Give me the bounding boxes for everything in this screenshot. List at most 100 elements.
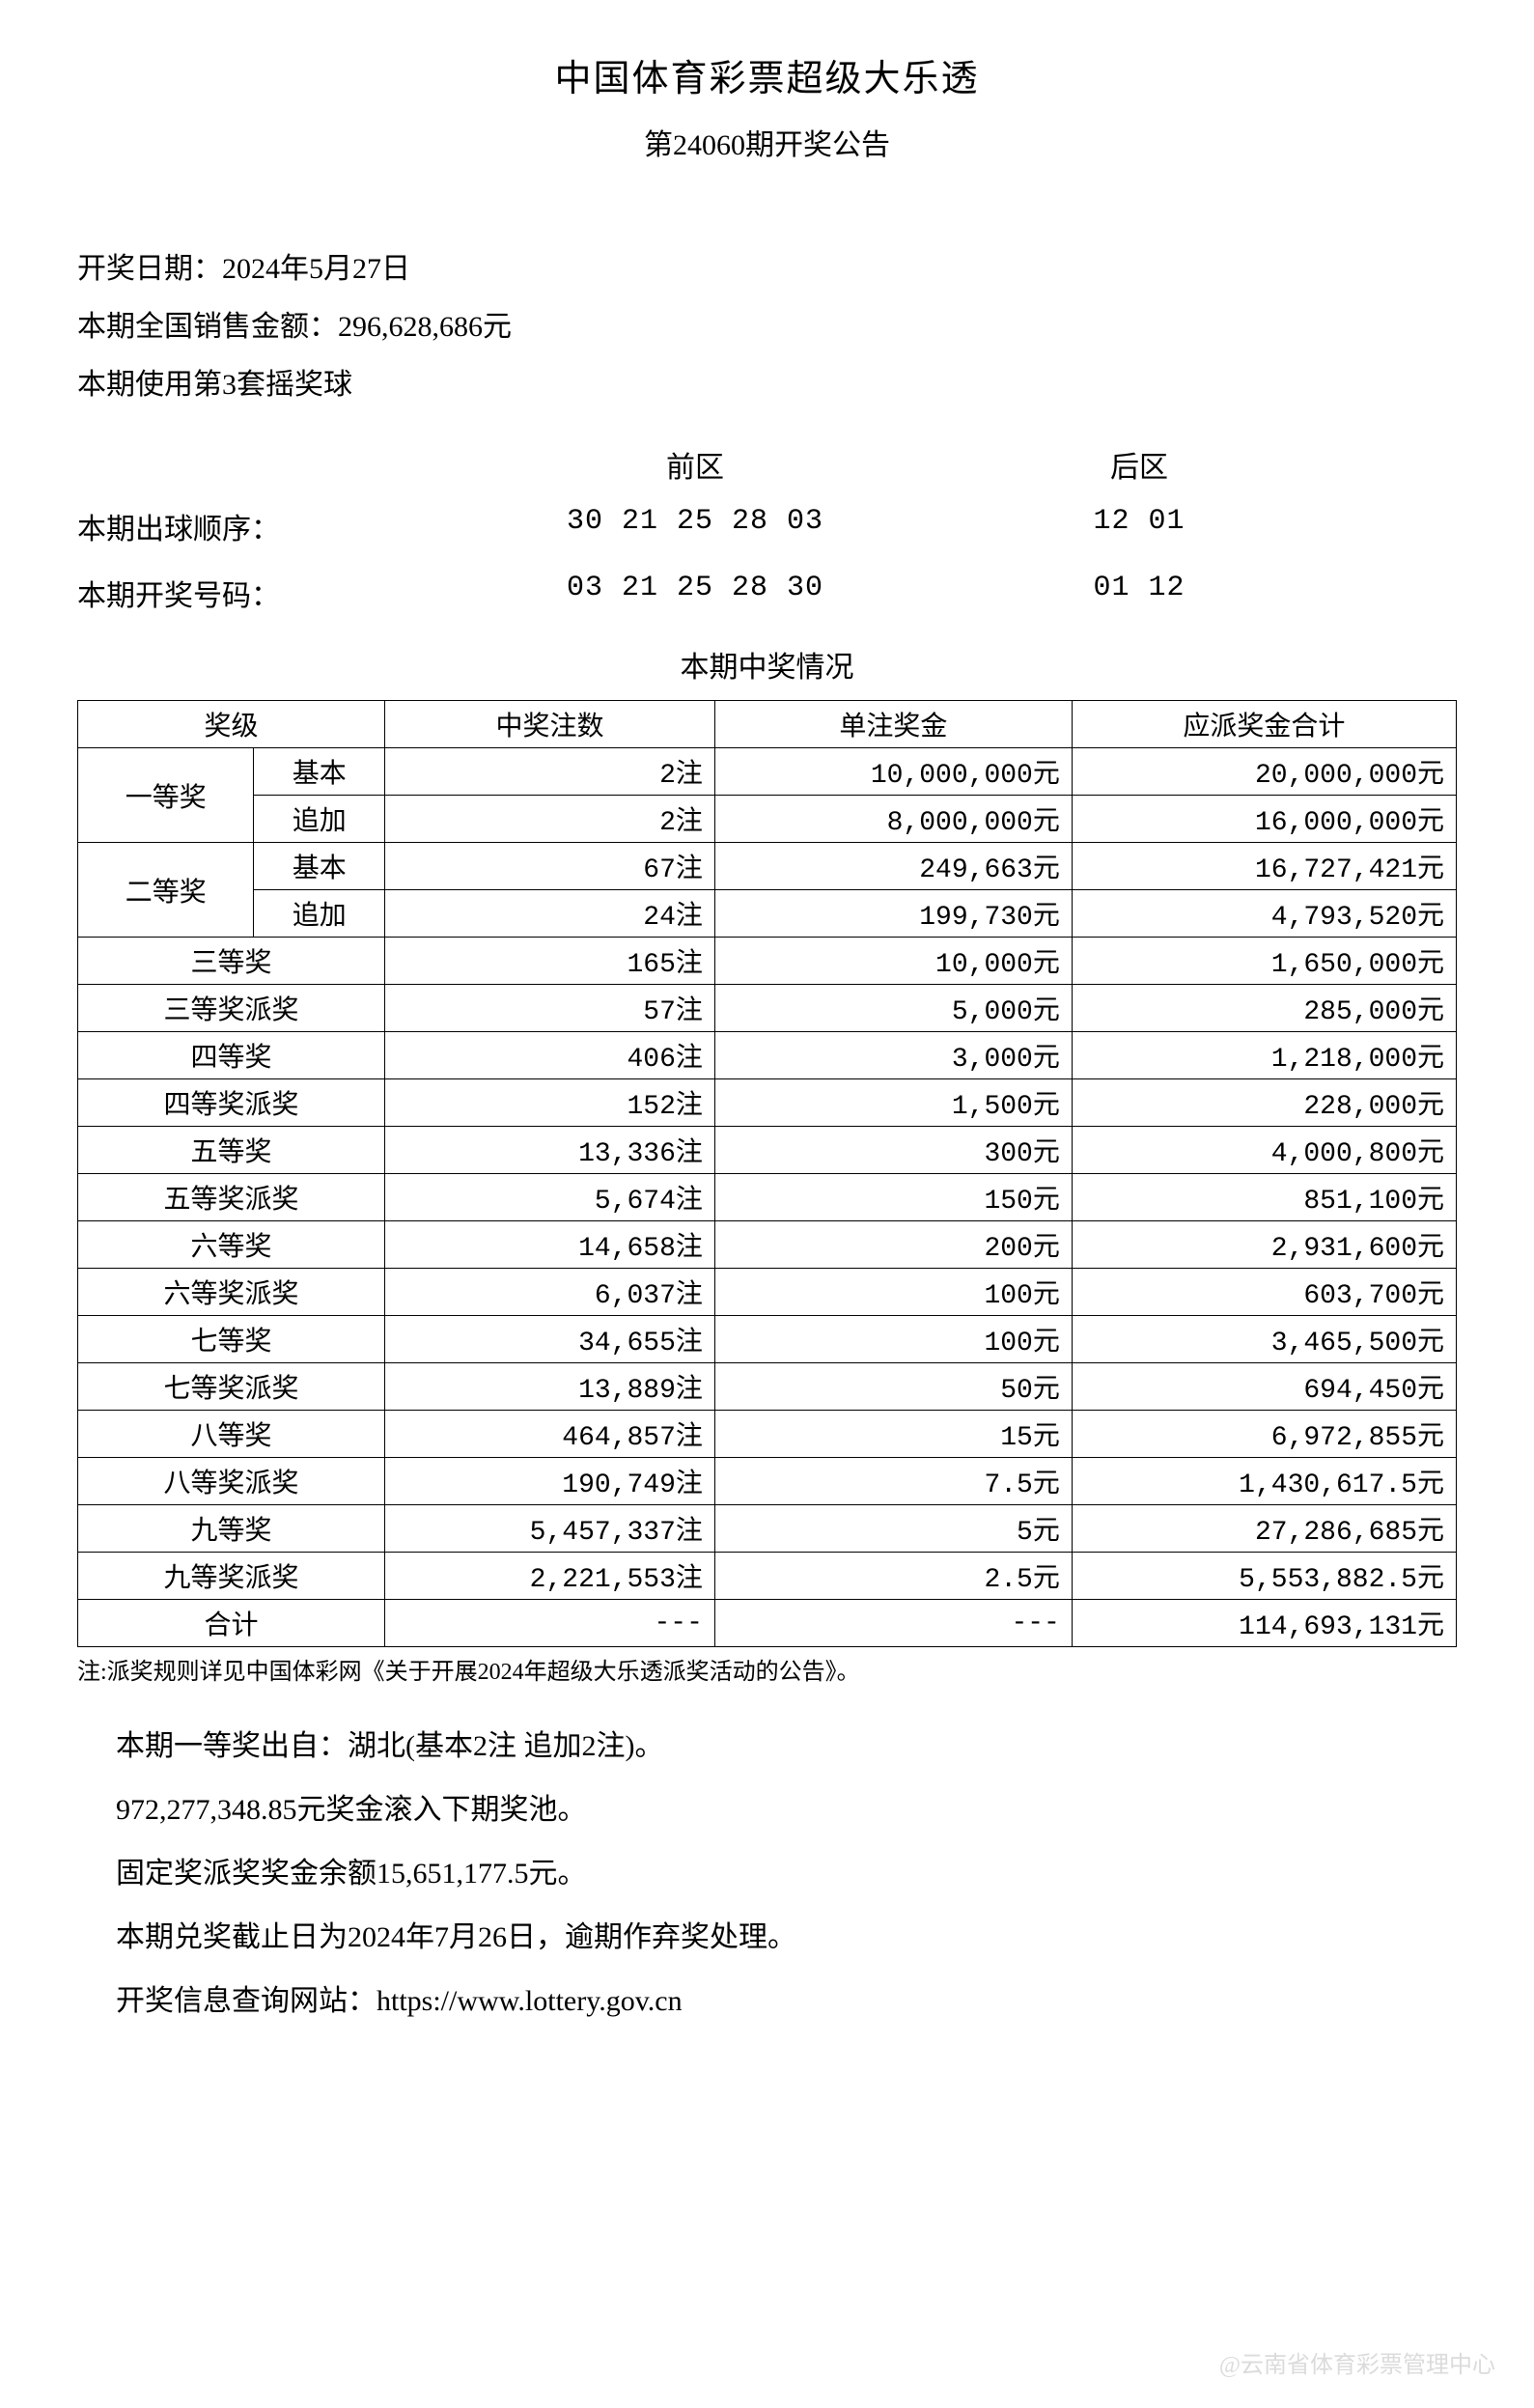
table-row: 五等奖13,336注300元4,000,800元 bbox=[78, 1127, 1457, 1174]
prize-table: 奖级 中奖注数 单注奖金 应派奖金合计 一等奖 基本 2注 10,000,000… bbox=[77, 700, 1457, 1647]
prize-total: 1,650,000元 bbox=[1072, 938, 1456, 985]
prize-level: 三等奖 bbox=[78, 938, 385, 985]
prize-total: 603,700元 bbox=[1072, 1269, 1456, 1316]
footer-line-4: 本期兑奖截止日为2024年7月26日，逾期作弃奖处理。 bbox=[116, 1906, 1457, 1970]
prize-per: 10,000元 bbox=[714, 938, 1072, 985]
table-row: 二等奖 基本 67注 249,663元 16,727,421元 bbox=[78, 843, 1457, 890]
header-count: 中奖注数 bbox=[385, 701, 715, 748]
winning-front: 03 21 25 28 30 bbox=[425, 572, 965, 614]
table-row: 七等奖34,655注100元3,465,500元 bbox=[78, 1316, 1457, 1363]
numbers-section: 前区 后区 本期出球顺序： 30 21 25 28 03 12 01 本期开奖号… bbox=[77, 443, 1457, 614]
draw-date-row: 开奖日期：2024年5月27日 bbox=[77, 240, 1457, 298]
footer-line-2: 972,277,348.85元奖金滚入下期奖池。 bbox=[116, 1778, 1457, 1842]
winning-back: 01 12 bbox=[965, 572, 1313, 614]
table-row: 八等奖派奖190,749注7.5元1,430,617.5元 bbox=[78, 1458, 1457, 1505]
second-prize-label: 二等奖 bbox=[78, 843, 254, 938]
table-row: 追加 24注 199,730元 4,793,520元 bbox=[78, 890, 1457, 938]
back-label: 后区 bbox=[965, 443, 1313, 486]
prize-count: 5,674注 bbox=[385, 1174, 715, 1221]
prize-level: 九等奖派奖 bbox=[78, 1553, 385, 1600]
second-extra-total: 4,793,520元 bbox=[1072, 890, 1456, 938]
total-count: --- bbox=[385, 1600, 715, 1647]
prize-level: 四等奖 bbox=[78, 1032, 385, 1079]
prize-total: 228,000元 bbox=[1072, 1079, 1456, 1127]
prize-level: 八等奖 bbox=[78, 1411, 385, 1458]
table-row: 追加 2注 8,000,000元 16,000,000元 bbox=[78, 796, 1457, 843]
prize-per: 15元 bbox=[714, 1411, 1072, 1458]
footer-line-1: 本期一等奖出自：湖北(基本2注 追加2注)。 bbox=[116, 1715, 1457, 1778]
page-subtitle: 第24060期开奖公告 bbox=[77, 121, 1457, 163]
prize-count: 464,857注 bbox=[385, 1411, 715, 1458]
second-extra-per: 199,730元 bbox=[714, 890, 1072, 938]
first-basic-per: 10,000,000元 bbox=[714, 748, 1072, 796]
prize-level: 五等奖派奖 bbox=[78, 1174, 385, 1221]
prize-per: 7.5元 bbox=[714, 1458, 1072, 1505]
total-label: 合计 bbox=[78, 1600, 385, 1647]
watermark-text: @云南省体育彩票管理中心 bbox=[1219, 2353, 1495, 2378]
total-total: 114,693,131元 bbox=[1072, 1600, 1456, 1647]
prize-count: 34,655注 bbox=[385, 1316, 715, 1363]
second-basic-label: 基本 bbox=[254, 843, 385, 890]
first-extra-label: 追加 bbox=[254, 796, 385, 843]
prize-level: 三等奖派奖 bbox=[78, 985, 385, 1032]
prize-total: 27,286,685元 bbox=[1072, 1505, 1456, 1553]
prize-total: 851,100元 bbox=[1072, 1174, 1456, 1221]
draw-order-label: 本期出球顺序： bbox=[77, 505, 425, 547]
first-basic-total: 20,000,000元 bbox=[1072, 748, 1456, 796]
table-row: 一等奖 基本 2注 10,000,000元 20,000,000元 bbox=[78, 748, 1457, 796]
first-extra-total: 16,000,000元 bbox=[1072, 796, 1456, 843]
prize-per: 3,000元 bbox=[714, 1032, 1072, 1079]
footer-line-5: 开奖信息查询网站：https://www.lottery.gov.cn bbox=[116, 1970, 1457, 2033]
prize-level: 九等奖 bbox=[78, 1505, 385, 1553]
second-basic-per: 249,663元 bbox=[714, 843, 1072, 890]
prize-level: 八等奖派奖 bbox=[78, 1458, 385, 1505]
table-row: 七等奖派奖13,889注50元694,450元 bbox=[78, 1363, 1457, 1411]
draw-order-back: 12 01 bbox=[965, 505, 1313, 547]
prize-count: 406注 bbox=[385, 1032, 715, 1079]
first-extra-count: 2注 bbox=[385, 796, 715, 843]
table-row: 三等奖派奖57注5,000元285,000元 bbox=[78, 985, 1457, 1032]
table-row: 四等奖派奖152注1,500元228,000元 bbox=[78, 1079, 1457, 1127]
prize-total: 1,218,000元 bbox=[1072, 1032, 1456, 1079]
numbers-header: 前区 后区 bbox=[77, 443, 1457, 486]
prize-per: 300元 bbox=[714, 1127, 1072, 1174]
prize-per: 150元 bbox=[714, 1174, 1072, 1221]
prize-level: 六等奖派奖 bbox=[78, 1269, 385, 1316]
ball-set-row: 本期使用第3套摇奖球 bbox=[77, 356, 1457, 414]
winning-row: 本期开奖号码： 03 21 25 28 30 01 12 bbox=[77, 572, 1457, 614]
header-total: 应派奖金合计 bbox=[1072, 701, 1456, 748]
table-row: 六等奖14,658注200元2,931,600元 bbox=[78, 1221, 1457, 1269]
prize-level: 六等奖 bbox=[78, 1221, 385, 1269]
prize-level: 五等奖 bbox=[78, 1127, 385, 1174]
sales-label: 本期全国销售金额： bbox=[77, 311, 338, 343]
prize-per: 50元 bbox=[714, 1363, 1072, 1411]
table-row: 四等奖406注3,000元1,218,000元 bbox=[78, 1032, 1457, 1079]
prize-count: 6,037注 bbox=[385, 1269, 715, 1316]
prize-count: 190,749注 bbox=[385, 1458, 715, 1505]
footer-line-3: 固定奖派奖奖金余额15,651,177.5元。 bbox=[116, 1842, 1457, 1906]
prize-total: 694,450元 bbox=[1072, 1363, 1456, 1411]
prize-per: 100元 bbox=[714, 1269, 1072, 1316]
prize-total: 2,931,600元 bbox=[1072, 1221, 1456, 1269]
second-basic-count: 67注 bbox=[385, 843, 715, 890]
total-per: --- bbox=[714, 1600, 1072, 1647]
prize-count: 57注 bbox=[385, 985, 715, 1032]
table-row: 九等奖派奖2,221,553注2.5元5,553,882.5元 bbox=[78, 1553, 1457, 1600]
prize-count: 2,221,553注 bbox=[385, 1553, 715, 1600]
table-row: 六等奖派奖6,037注100元603,700元 bbox=[78, 1269, 1457, 1316]
prize-count: 14,658注 bbox=[385, 1221, 715, 1269]
prize-count: 5,457,337注 bbox=[385, 1505, 715, 1553]
prize-level: 七等奖派奖 bbox=[78, 1363, 385, 1411]
prize-per: 2.5元 bbox=[714, 1553, 1072, 1600]
second-basic-total: 16,727,421元 bbox=[1072, 843, 1456, 890]
prize-count: 13,336注 bbox=[385, 1127, 715, 1174]
draw-date-value: 2024年5月27日 bbox=[222, 253, 410, 285]
sales-row: 本期全国销售金额：296,628,686元 bbox=[77, 298, 1457, 356]
table-row: 八等奖464,857注15元6,972,855元 bbox=[78, 1411, 1457, 1458]
winning-label: 本期开奖号码： bbox=[77, 572, 425, 614]
header-per-prize: 单注奖金 bbox=[714, 701, 1072, 748]
table-header-row: 奖级 中奖注数 单注奖金 应派奖金合计 bbox=[78, 701, 1457, 748]
footer-section: 本期一等奖出自：湖北(基本2注 追加2注)。 972,277,348.85元奖金… bbox=[77, 1715, 1457, 2033]
prize-per: 5元 bbox=[714, 1505, 1072, 1553]
table-title: 本期中奖情况 bbox=[77, 643, 1457, 686]
